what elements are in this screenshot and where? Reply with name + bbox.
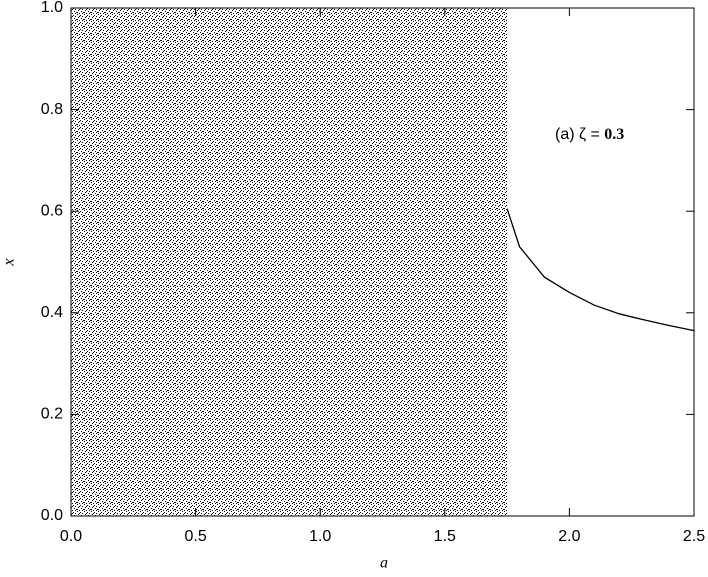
- y-tick-label: 0.2: [41, 406, 63, 423]
- annotation-value: 0.3: [604, 126, 624, 143]
- y-tick-label: 0.4: [41, 304, 63, 321]
- y-tick-label: 0.0: [41, 507, 63, 524]
- plot-frame: [70, 7, 695, 517]
- y-tick-label: 1.0: [41, 0, 63, 16]
- fixed-point-curve: [506, 208, 695, 332]
- chaotic-band: [71, 8, 508, 516]
- y-axis-label: x: [1, 258, 18, 266]
- x-tick-label: 1.0: [309, 528, 331, 545]
- annotation: (a) ζ = 0.3: [555, 126, 624, 144]
- y-tick-label: 0.6: [41, 202, 63, 219]
- x-axis-label: a: [380, 555, 388, 572]
- x-tick-label: 2.5: [683, 528, 705, 545]
- x-tick-label: 0.5: [184, 528, 206, 545]
- x-tick-label: 0.0: [60, 528, 82, 545]
- y-tick-label: 0.8: [41, 101, 63, 118]
- annotation-text: (a) ζ =: [555, 126, 604, 143]
- x-tick-label: 1.5: [434, 528, 456, 545]
- x-tick-label: 2.0: [558, 528, 580, 545]
